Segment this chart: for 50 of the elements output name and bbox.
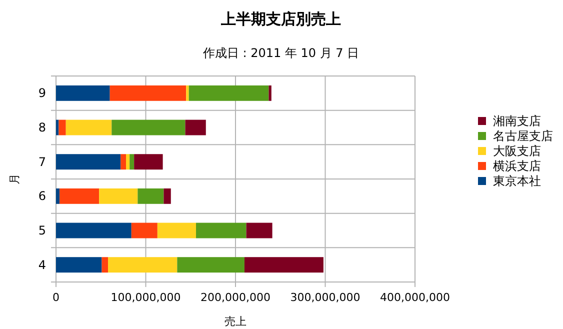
- y-tick-label: 6: [38, 189, 46, 204]
- y-tick-label: 9: [38, 86, 46, 100]
- bar: [134, 154, 163, 170]
- bar: [120, 154, 126, 170]
- legend-label: 大阪支店: [493, 144, 541, 158]
- bar: [126, 154, 130, 170]
- chart-title: 上半期支店別売上: [220, 10, 341, 28]
- bar: [177, 257, 244, 273]
- bar: [58, 120, 66, 136]
- x-tick-label: 100,000,000: [110, 291, 181, 304]
- legend-label: 名古屋支店: [493, 129, 553, 143]
- bar: [157, 222, 196, 238]
- bar: [164, 188, 171, 204]
- x-tick-label: 300,000,000: [290, 291, 360, 304]
- bar: [246, 222, 272, 238]
- bar: [56, 154, 121, 170]
- bar: [110, 85, 186, 101]
- y-axis-title: 月: [8, 174, 21, 184]
- bar: [60, 188, 100, 204]
- legend-label: 横浜支店: [493, 159, 541, 173]
- bar: [186, 85, 189, 101]
- bar: [99, 188, 138, 204]
- bar: [56, 120, 59, 136]
- y-tick-label: 7: [38, 154, 46, 169]
- bar: [56, 85, 110, 101]
- bar: [108, 257, 178, 273]
- bar: [138, 188, 164, 204]
- chart-subtitle: 作成日 : 2011 年 10 月 7 日: [202, 46, 360, 60]
- bar: [196, 222, 246, 238]
- bar: [268, 85, 272, 101]
- bar: [244, 257, 324, 273]
- bar: [131, 222, 158, 238]
- bar: [66, 120, 112, 136]
- x-tick-label: 200,000,000: [200, 291, 270, 304]
- bar: [185, 120, 206, 136]
- bar: [56, 222, 132, 238]
- x-tick-label: 400,000,000: [380, 291, 450, 304]
- x-tick-label: 0: [52, 291, 60, 304]
- y-tick-label: 8: [38, 120, 46, 134]
- x-axis-title: 売上: [224, 315, 246, 328]
- bar: [102, 257, 108, 273]
- bar: [188, 85, 269, 101]
- legend-label: 東京本社: [493, 174, 541, 188]
- y-tick-label: 5: [38, 224, 46, 238]
- legend-label: 湘南支店: [493, 114, 541, 128]
- y-tick-label: 4: [38, 258, 46, 272]
- bar: [130, 154, 134, 170]
- bar: [112, 120, 186, 136]
- bar: [56, 257, 102, 273]
- bar: [56, 188, 60, 204]
